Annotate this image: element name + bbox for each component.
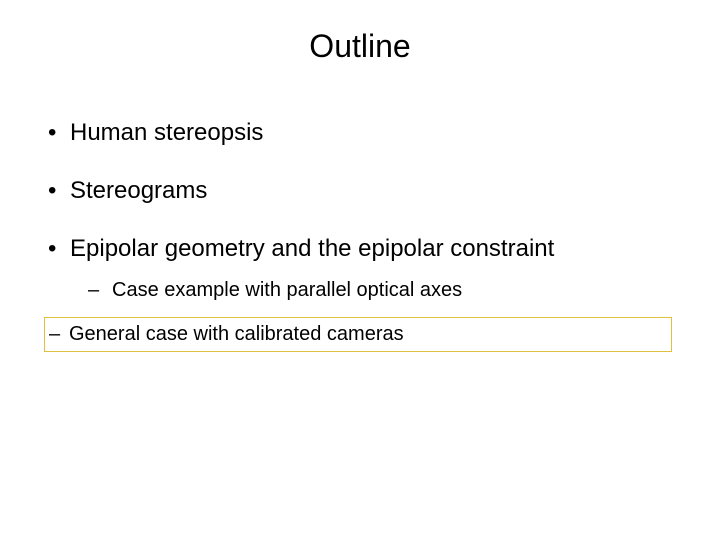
list-item-label: Epipolar geometry and the epipolar const… xyxy=(70,234,554,264)
sub-list-item-label: Case example with parallel optical axes xyxy=(112,278,462,303)
list-item-label: Stereograms xyxy=(70,176,207,206)
sub-list-item-highlighted: – General case with calibrated cameras xyxy=(44,317,672,352)
list-item-label: Human stereopsis xyxy=(70,118,263,148)
list-item: • Human stereopsis xyxy=(48,118,672,148)
list-item: • Epipolar geometry and the epipolar con… xyxy=(48,234,672,264)
bullet-list: • Human stereopsis • Stereograms • Epipo… xyxy=(48,118,672,358)
bullet-dot-icon: • xyxy=(48,234,70,264)
bullet-dot-icon: • xyxy=(48,118,70,148)
sub-list-item: – Case example with parallel optical axe… xyxy=(88,278,672,303)
sub-list-item-label: General case with calibrated cameras xyxy=(69,322,404,347)
bullet-dash-icon: – xyxy=(45,322,69,347)
bullet-dash-icon: – xyxy=(88,278,112,303)
slide-title: Outline xyxy=(0,28,720,65)
list-item: • Stereograms xyxy=(48,176,672,206)
bullet-dot-icon: • xyxy=(48,176,70,206)
